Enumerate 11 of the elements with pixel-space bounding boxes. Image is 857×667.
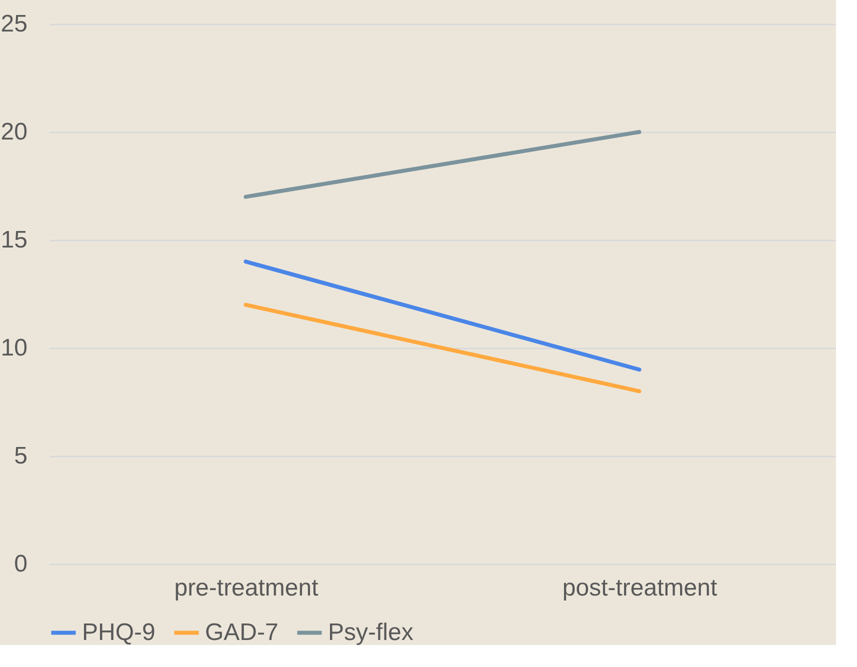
x-tick-label: post-treatment (562, 574, 718, 602)
y-tick-label: 0 (14, 550, 28, 578)
y-tick-label: 25 (0, 10, 28, 38)
legend-label: GAD-7 (205, 618, 278, 646)
legend-label: Psy-flex (328, 618, 414, 646)
y-tick-label: 20 (0, 118, 28, 146)
y-tick-label: 5 (14, 442, 28, 470)
y-tick-label: 15 (0, 226, 28, 254)
legend-label: PHQ-9 (82, 618, 156, 646)
y-tick-label: 10 (0, 334, 28, 362)
x-tick-label: pre-treatment (174, 574, 319, 602)
